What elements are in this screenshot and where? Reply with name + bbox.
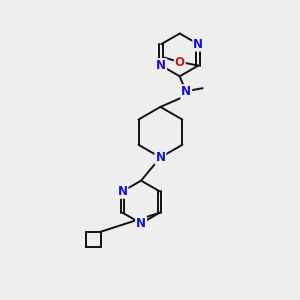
Text: N: N xyxy=(118,185,128,198)
Text: N: N xyxy=(155,151,165,164)
Text: N: N xyxy=(181,85,191,98)
Text: N: N xyxy=(156,59,166,72)
Text: N: N xyxy=(136,217,146,230)
Text: O: O xyxy=(175,56,185,68)
Text: N: N xyxy=(193,38,203,51)
